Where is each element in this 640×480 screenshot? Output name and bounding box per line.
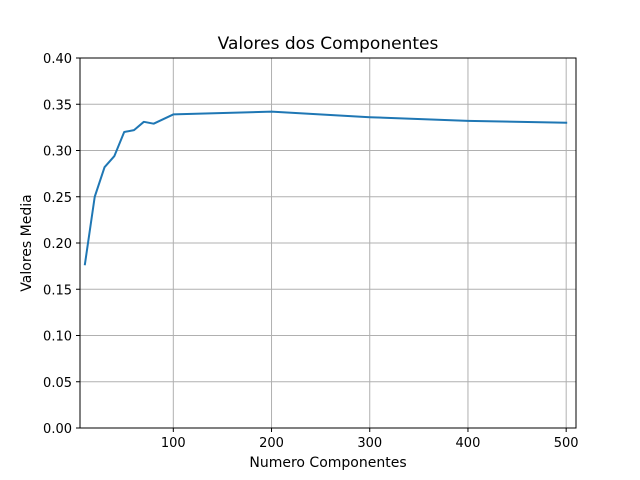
- chart-title: Valores dos Componentes: [218, 34, 439, 54]
- y-tick-label: 0.00: [43, 422, 72, 437]
- series-layer: [83, 110, 568, 266]
- y-tick-label: 0.05: [43, 376, 72, 391]
- x-tick-label: 500: [554, 436, 579, 451]
- x-tick-label: 200: [259, 436, 284, 451]
- y-tick-label: 0.25: [43, 191, 72, 206]
- y-tick-label: 0.30: [43, 145, 72, 160]
- x-tick-label: 100: [161, 436, 186, 451]
- y-tick-label: 0.15: [43, 283, 72, 298]
- tick-layer: 100 200 300 400 500 0.00 0.05 0.10 0.15 0.20 0.25 0…: [43, 52, 579, 451]
- x-tick-label: 400: [456, 436, 481, 451]
- y-tick-label: 0.35: [43, 98, 72, 113]
- y-tick-label: 0.20: [43, 237, 72, 252]
- y-axis-title: Valores Media: [19, 194, 35, 291]
- y-tick-label: 0.10: [43, 330, 72, 345]
- y-tick-label: 0.40: [43, 52, 72, 67]
- x-axis-title: Numero Componentes: [249, 455, 406, 471]
- series-line: [83, 110, 568, 266]
- x-tick-label: 300: [357, 436, 382, 451]
